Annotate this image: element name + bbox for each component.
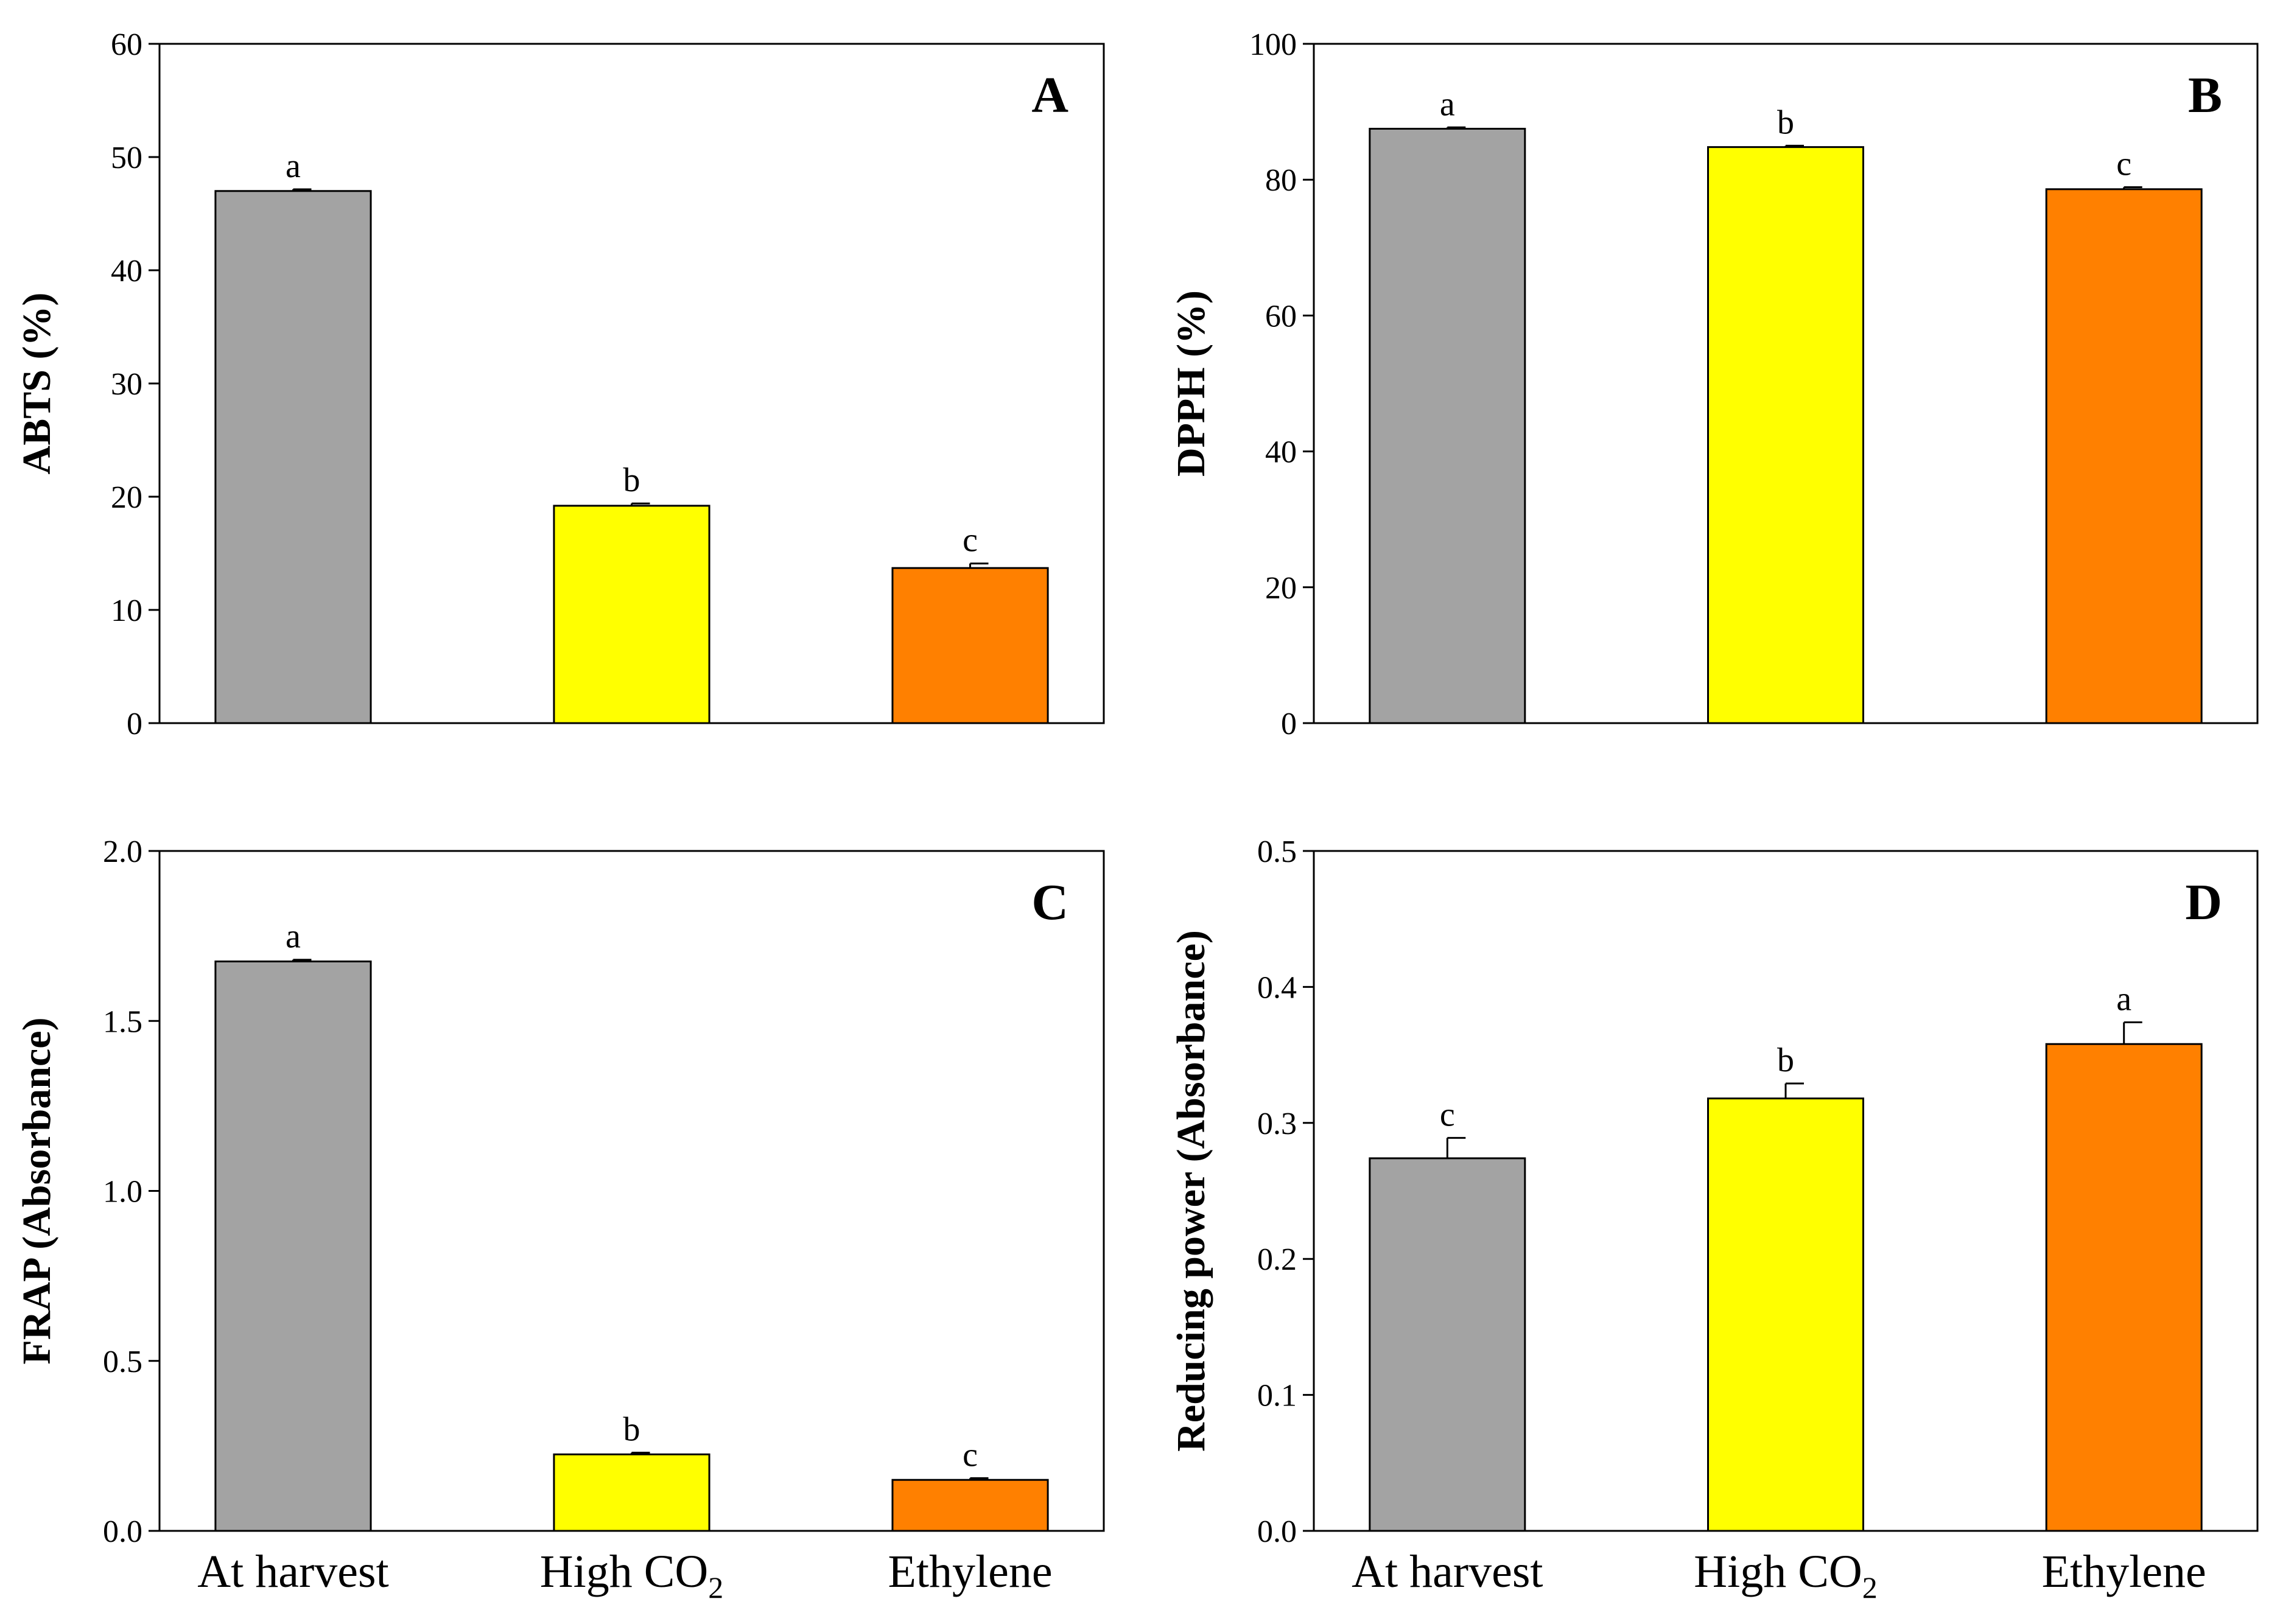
panel-c-ytick-label: 0.5 [103,1345,142,1379]
panel-d-sig-label: c [1440,1096,1455,1133]
panel-c-sig-label: a [286,918,301,956]
panel-d-ytick-label: 0.0 [1257,1514,1297,1549]
panel-c-category-label: Ethylene [888,1546,1052,1597]
panel-a-ytick-label: 40 [111,254,142,289]
panel-b-ytick-label: 80 [1265,163,1297,198]
panel-b-bar [1707,146,1864,724]
panel-a-ytick-label: 30 [111,367,142,402]
panel-c-letter: C [1031,874,1068,931]
panel-c-ytick-label: 2.0 [103,835,142,869]
panel-d-ytick-label: 0.1 [1257,1379,1297,1413]
panel-b-ytick-label: 100 [1249,27,1297,62]
panel-d-sig-label: a [2116,980,2131,1018]
panel-d-bar [1707,1097,1864,1532]
panel-d-bar [2045,1043,2203,1532]
panel-c-sig-label: c [963,1436,978,1474]
panel-c-category-label: At harvest [197,1546,388,1597]
panel-d-category-label: Ethylene [2042,1546,2206,1597]
panel-d-sig-label: b [1777,1041,1794,1079]
panel-c-ylabel: FRAP (Absorbance) [15,1017,59,1364]
panel-a-ytick-label: 60 [111,27,142,62]
panel-a-sig-label: b [623,461,640,499]
panel-b-ytick-label: 40 [1265,435,1297,470]
panel-d-ytick-label: 0.5 [1257,835,1297,869]
panel-c-ytick-label: 0.0 [103,1514,142,1549]
panel-b-bar [1369,128,1526,724]
panel-b-sig-label: b [1777,103,1794,141]
panel-c-category-label: High CO2 [540,1546,724,1605]
panel-a-sig-label: a [286,147,301,185]
panel-b-ytick-label: 60 [1265,299,1297,334]
panel-b-letter: B [2188,67,2222,124]
panel-d-ylabel: Reducing power (Absorbance) [1169,930,1213,1452]
panel-a-ytick-label: 20 [111,480,142,515]
panel-b-ytick-label: 20 [1265,571,1297,606]
panel-b-sig-label: c [2116,145,2131,183]
panel-b-sig-label: a [1440,85,1455,123]
panel-d-ytick-label: 0.3 [1257,1107,1297,1141]
panel-b-ylabel: DPPH (%) [1169,290,1213,477]
panel-c-sig-label: b [623,1411,640,1449]
panel-c-bar [553,1453,710,1532]
panel-a-letter: A [1031,67,1068,124]
panel-d-category-label: At harvest [1352,1546,1543,1597]
panel-a-ytick-label: 10 [111,593,142,628]
panel-c-bar [891,1479,1049,1532]
panel-b-bar [2045,188,2203,724]
panel-d-ytick-label: 0.4 [1257,970,1297,1005]
panel-d-bar [1369,1157,1526,1532]
panel-a-bar [891,567,1049,724]
panel-a-ytick-label: 50 [111,141,142,175]
panel-a-ytick-label: 0 [127,707,142,741]
panel-c-ytick-label: 1.0 [103,1175,142,1209]
panel-a-bar [553,505,710,724]
panel-d-ytick-label: 0.2 [1257,1242,1297,1277]
panel-c-bar [214,961,372,1532]
panel-a-ylabel: ABTS (%) [15,293,59,475]
panel-a-bar [214,190,372,724]
panel-d-category-label: High CO2 [1694,1546,1878,1605]
panel-c-ytick-label: 1.5 [103,1004,142,1039]
panel-d-letter: D [2185,874,2222,931]
panel-a-sig-label: c [963,522,978,559]
panel-b-ytick-label: 0 [1281,707,1297,741]
